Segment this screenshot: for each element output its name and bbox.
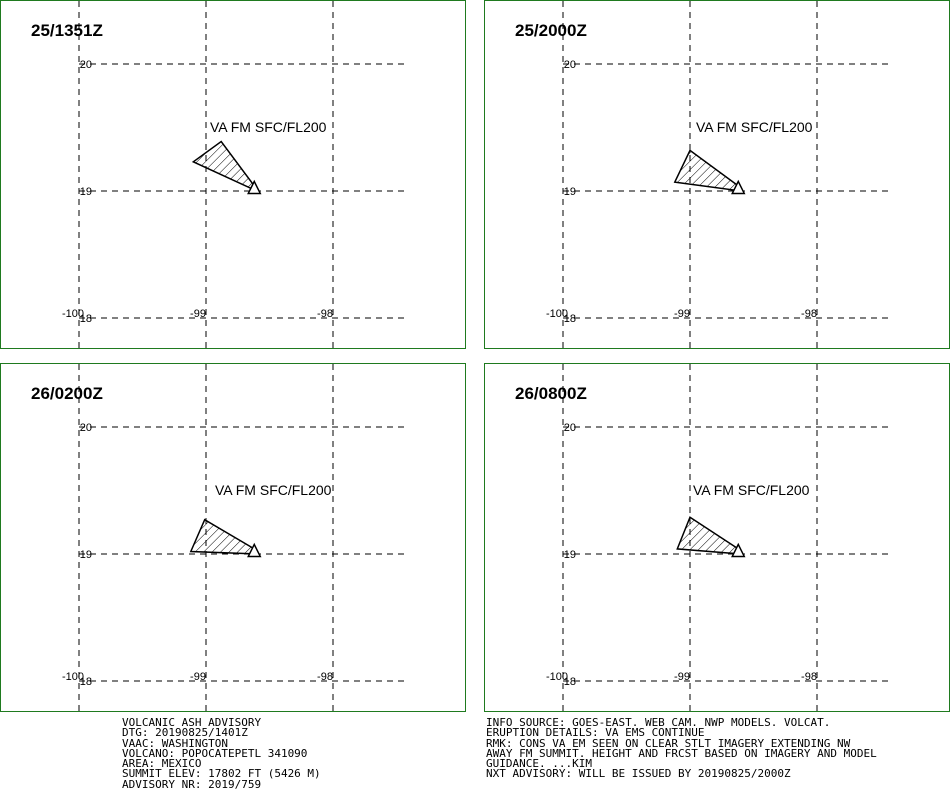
ash-cloud-polygon: [676, 516, 743, 555]
map-svg: 20 19 18-100 -99 -98 VA FM SFC/FL200: [62, 364, 406, 713]
longitude-label: -100: [62, 671, 84, 683]
longitude-label: -100: [546, 308, 568, 320]
advisory-line: VAAC: WASHINGTON: [122, 736, 228, 750]
longitude-label: -99: [190, 671, 206, 683]
forecast-panel-25-2000z: 25/2000Z 20 19 18 -100 -99 -98 VA FM SFC/FL200: [484, 0, 950, 350]
latitude-label: 20: [80, 422, 92, 434]
longitude-label: -99: [674, 308, 690, 320]
advisory-line: ADVISORY NR: 2019/759: [122, 777, 262, 791]
latitude-label: 18: [564, 313, 576, 325]
volcano-triangle-icon: [731, 542, 746, 558]
ash-cloud-polygon: [673, 149, 743, 192]
latitude-label: 20: [564, 422, 576, 434]
latitude-label: 19: [80, 549, 92, 561]
latitude-label: 19: [564, 186, 576, 198]
advisory-line: GUIDANCE. ...KIM: [486, 757, 592, 771]
volcano-triangle-icon: [731, 179, 746, 195]
advisory-line: VOLCANO: POPOCATEPETL 341090: [122, 746, 308, 760]
longitude-label: -99: [674, 671, 690, 683]
ash-layer-label: VA FM SFC/FL200: [693, 482, 810, 498]
advisory-line: VOLCANIC ASH ADVISORY: [122, 716, 262, 729]
ash-cloud-polygon: [191, 140, 259, 193]
latitude-label: 19: [80, 186, 92, 198]
latitude-label: 18: [80, 676, 92, 688]
map-svg: 20 19 18-100 -99 -98 VA FM SFC/FL200: [546, 364, 890, 713]
panel-time: 26/0800Z: [515, 384, 587, 403]
panel-time: 26/0200Z: [31, 384, 103, 403]
forecast-panel-25-1351z: 25/1351Z 20 19 18 -100 -99 -98 VA FM SFC/FL200: [0, 0, 466, 350]
advisory-line: INFO SOURCE: GOES-EAST. WEB CAM. NWP MOD…: [486, 716, 831, 729]
longitude-label: -100: [546, 671, 568, 683]
ash-layer-label: VA FM SFC/FL200: [696, 119, 813, 135]
latitude-label: 20: [80, 59, 92, 71]
longitude-label: -98: [317, 671, 333, 683]
advisory-remarks-text: INFO SOURCE: GOES-EAST. WEB CAM. NWP MOD…: [486, 716, 877, 781]
panel-time: 25/2000Z: [515, 21, 587, 40]
advisory-line: SUMMIT ELEV: 17802 FT (5426 M): [122, 767, 321, 781]
ash-cloud-polygon: [189, 518, 259, 555]
forecast-panel-26-0800z: 26/0800Z 20 19 18 -100 -99 -98 VA FM SFC/FL200: [484, 363, 950, 713]
advisory-line: ERUPTION DETAILS: VA EMS CONTINUE: [486, 726, 705, 740]
forecast-panel-26-0200z: 26/0200Z 20 19 18 -100 -99 -98 VA FM SFC/FL200: [0, 363, 466, 713]
longitude-label: -99: [190, 308, 206, 320]
latitude-label: 18: [80, 313, 92, 325]
longitude-label: -98: [801, 308, 817, 320]
longitude-label: -98: [317, 308, 333, 320]
latitude-label: 18: [564, 676, 576, 688]
advisory-line: NXT ADVISORY: WILL BE ISSUED BY 20190825…: [486, 767, 791, 781]
latitude-label: 19: [564, 549, 576, 561]
volcano-triangle-icon: [247, 179, 262, 195]
volcano-triangle-icon: [247, 542, 262, 558]
advisory-line: DTG: 20190825/1401Z: [122, 726, 248, 740]
ash-layer-label: VA FM SFC/FL200: [210, 119, 327, 135]
panel-time: 25/1351Z: [31, 21, 103, 40]
ash-layer-label: VA FM SFC/FL200: [215, 482, 332, 498]
advisory-header-text: VOLCANIC ASH ADVISORY DTG: 20190825/1401Z…: [122, 716, 321, 791]
map-svg: 20 19 18-100 -99 -98 VA FM SFC/FL200: [546, 1, 890, 350]
map-svg: 20 19 18-100 -99 -98 VA FM SFC/FL200: [62, 1, 406, 350]
longitude-label: -100: [62, 308, 84, 320]
advisory-line: RMK: CONS VA EM SEEN ON CLEAR STLT IMAGE…: [486, 736, 851, 750]
advisory-line: AWAY FM SUMMIT. HEIGHT AND FRCST BASED O…: [486, 746, 877, 760]
longitude-label: -98: [801, 671, 817, 683]
advisory-line: AREA: MEXICO: [122, 757, 202, 771]
latitude-label: 20: [564, 59, 576, 71]
